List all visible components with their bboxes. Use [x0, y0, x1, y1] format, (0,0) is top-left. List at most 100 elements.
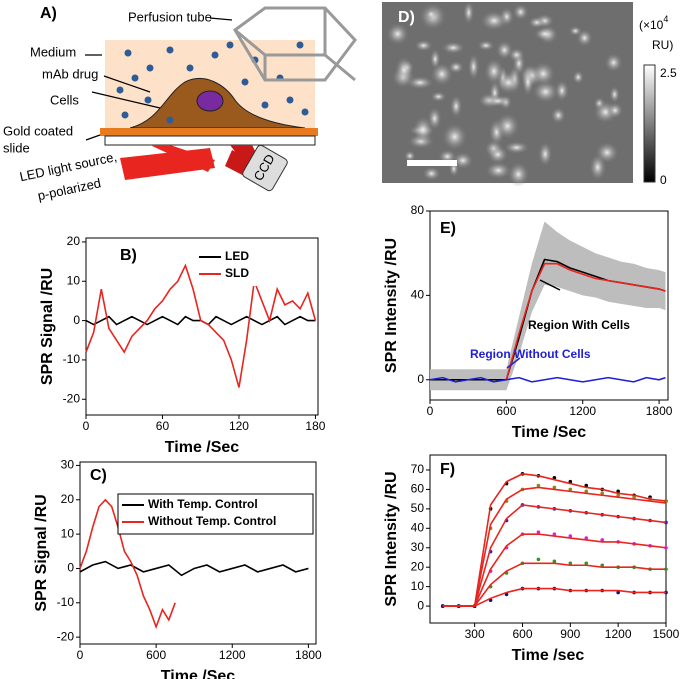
x-tick-label: 180 — [305, 419, 325, 433]
plot-frame — [85, 237, 319, 416]
data-point — [584, 536, 589, 540]
y-tick-label: 20 — [67, 234, 81, 248]
spot — [554, 80, 569, 102]
x-tick-label: 1800 — [295, 648, 322, 662]
spot — [441, 123, 468, 151]
data-point — [632, 495, 636, 499]
series-line — [85, 263, 317, 388]
spot — [495, 112, 520, 140]
colorbar-unit: RU) — [652, 38, 673, 52]
y-tick-label: 10 — [411, 579, 425, 593]
series-line — [442, 562, 666, 607]
spot — [507, 161, 530, 187]
unit-exponent: 4 — [663, 14, 668, 24]
data-point — [584, 561, 589, 566]
spot — [609, 85, 620, 103]
annotation-arrow — [506, 357, 521, 369]
spot — [452, 151, 474, 170]
annotation-arrow — [539, 279, 561, 291]
series-line — [442, 473, 667, 607]
spot — [512, 3, 529, 21]
data-point — [552, 559, 557, 564]
spot — [422, 166, 441, 181]
series-line — [442, 504, 667, 607]
data-point — [568, 479, 573, 484]
colorbar-unit: (×104 — [639, 14, 668, 32]
annotation: Region With Cells — [528, 318, 630, 332]
y-tick-label: 0 — [417, 598, 424, 612]
legend-label: Without Temp. Control — [148, 514, 276, 528]
x-tick-label: 0 — [427, 404, 434, 418]
schematic: CCD A) Perfusion tube Medium mAb drug Ce… — [3, 5, 357, 203]
nucleus — [196, 90, 224, 112]
spot — [522, 68, 534, 97]
spot — [550, 107, 566, 124]
data-point — [616, 493, 620, 498]
series-line — [442, 587, 666, 607]
y-tick-label: 20 — [61, 492, 75, 506]
spot — [531, 61, 556, 86]
x-tick-label: 0 — [77, 648, 84, 662]
y-axis-label: SPR Intensity /RU — [383, 238, 400, 373]
data-point — [552, 485, 557, 490]
x-tick-label: 900 — [560, 627, 580, 641]
label: p-polarized — [36, 175, 102, 203]
spot — [589, 153, 607, 181]
data-point — [568, 534, 573, 538]
spot — [414, 39, 433, 52]
y-tick-label: -20 — [57, 629, 75, 643]
x-tick-label: 1200 — [605, 627, 632, 641]
legend-label: LED — [225, 249, 249, 263]
y-tick-label: 0 — [417, 372, 424, 386]
series-line — [79, 498, 176, 630]
spot — [448, 60, 464, 74]
data-point — [552, 475, 557, 480]
plot-frame — [429, 210, 669, 401]
colorbar — [643, 64, 656, 183]
y-tick-label: -10 — [57, 595, 75, 609]
spot — [412, 115, 434, 144]
x-tick-label: 1800 — [646, 404, 673, 418]
panel-label: E) — [440, 220, 456, 237]
y-axis-label: SPR Signal /RU — [33, 494, 50, 611]
panel-label: D) — [398, 9, 415, 26]
legend-label: With Temp. Control — [148, 497, 258, 511]
error-band — [430, 221, 666, 391]
y-axis-label: SPR Signal /RU — [39, 268, 56, 385]
x-axis-label: Time /sec — [512, 647, 585, 664]
spot — [487, 145, 509, 164]
y-tick-label: 0 — [67, 561, 74, 575]
spot — [533, 27, 556, 41]
y-axis-label: SPR Intensity /RU — [383, 471, 400, 606]
y-tick-label: 80 — [411, 203, 425, 217]
spot — [477, 40, 495, 51]
ccd: CCD — [242, 144, 288, 192]
label: Gold coated — [3, 123, 73, 138]
x-tick-label: 600 — [146, 648, 166, 662]
y-tick-label: 30 — [61, 458, 75, 472]
y-tick-label: 0 — [73, 313, 80, 327]
spot — [404, 150, 416, 162]
data-point — [600, 563, 605, 568]
data-point — [552, 532, 557, 536]
legend-box — [195, 246, 267, 286]
spot — [441, 41, 465, 54]
spot — [607, 102, 624, 119]
plot-frame — [79, 461, 317, 645]
y-tick-label: 40 — [411, 520, 425, 534]
spot — [604, 53, 623, 73]
spot — [528, 16, 546, 29]
x-tick-label: 300 — [465, 627, 485, 641]
label: LED light source, — [18, 149, 118, 184]
panel-label: C) — [90, 467, 107, 484]
x-tick-label: 600 — [496, 404, 516, 418]
x-axis-label: Time /Sec — [512, 424, 587, 441]
y-tick-label: -20 — [63, 391, 81, 405]
perfusion-tube — [233, 6, 357, 82]
series-line — [429, 376, 666, 383]
series-line — [79, 560, 309, 577]
unit: (×10 — [639, 18, 664, 32]
slide — [104, 135, 316, 146]
x-tick-label: 1200 — [219, 648, 246, 662]
